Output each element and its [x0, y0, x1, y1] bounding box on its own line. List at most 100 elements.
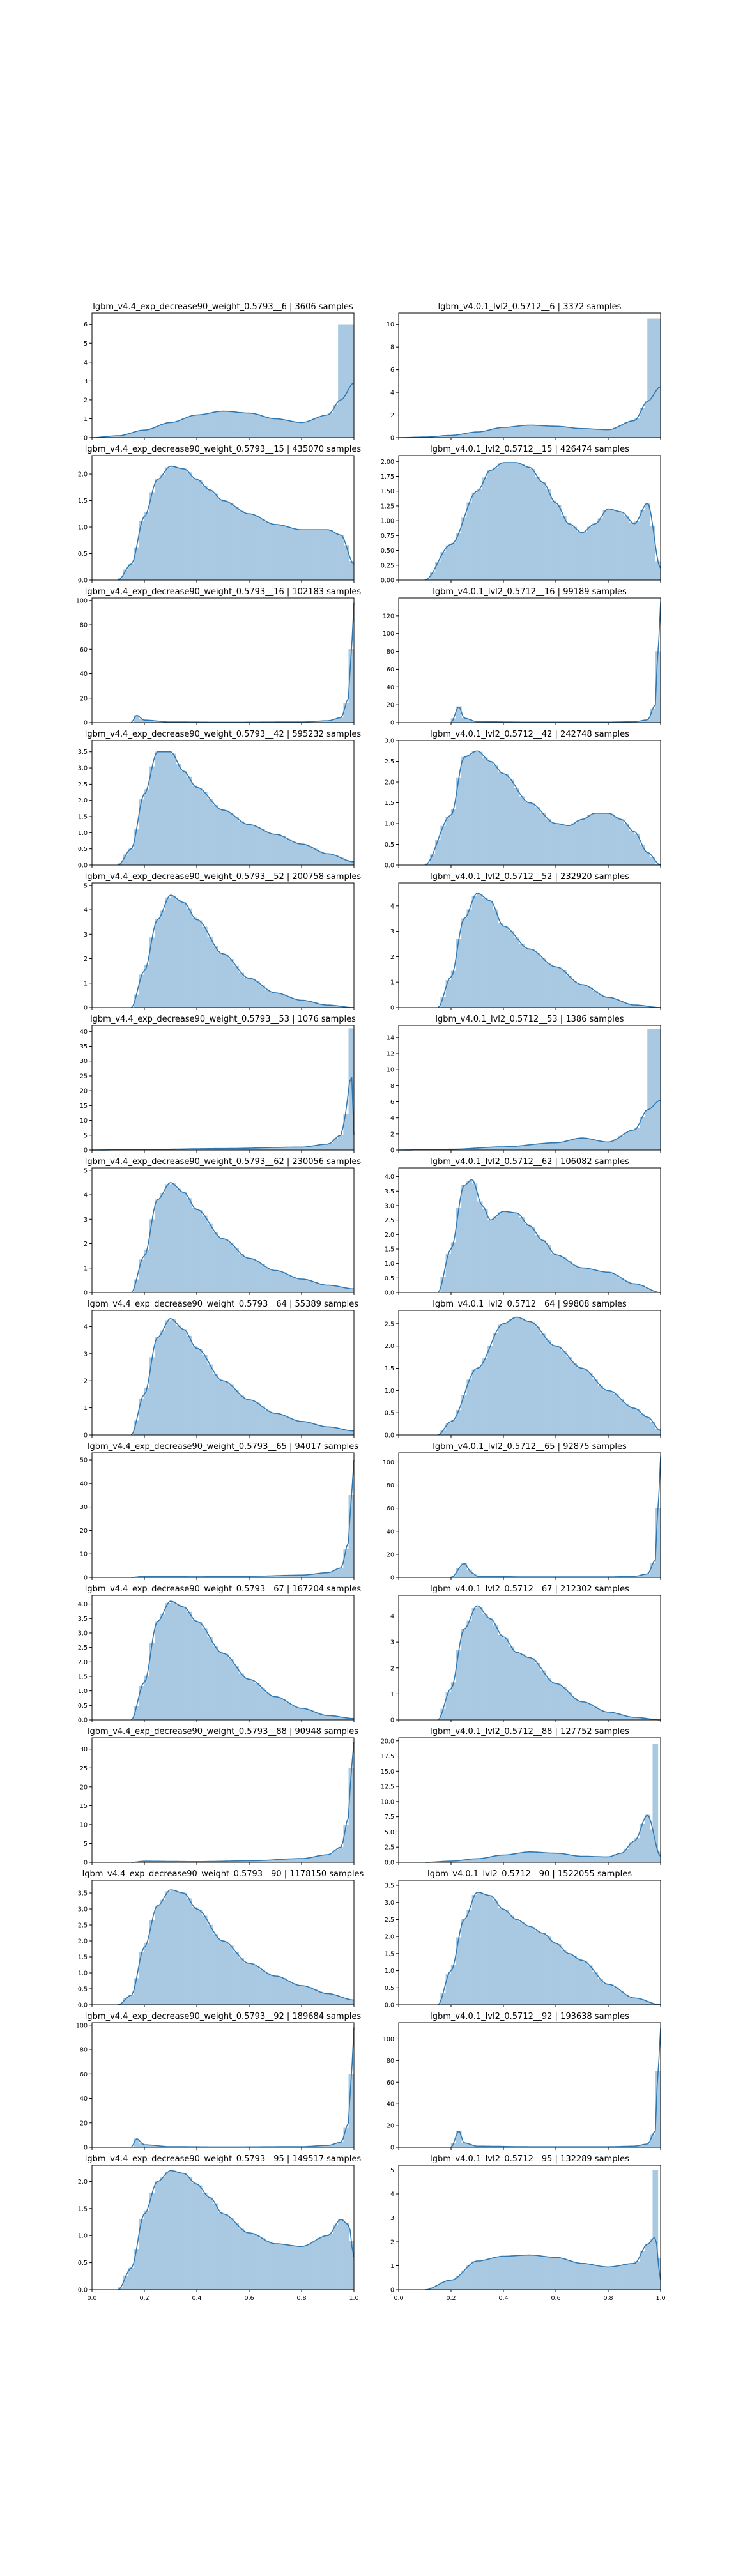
- axes-frame: [91, 312, 355, 438]
- histogram-bar: [586, 1965, 593, 2005]
- y-tick-label: 0.5: [78, 846, 88, 853]
- histogram-bar: [338, 2142, 344, 2148]
- histogram-bar: [243, 1399, 250, 1436]
- histogram-bar: [227, 1243, 234, 1293]
- histogram-bars: [91, 1028, 355, 1151]
- histogram-bar: [529, 1658, 535, 1721]
- histogram-bar: [296, 1421, 302, 1436]
- y-axis: 0 2 4 6 8 10: [387, 321, 399, 442]
- y-tick-label: 0.5: [385, 841, 394, 848]
- histogram-bar: [503, 1638, 509, 1721]
- histogram-bars: [450, 2071, 661, 2148]
- x-axis: [398, 1008, 661, 1010]
- histogram-bar: [175, 420, 181, 438]
- histogram-bar: [280, 1699, 286, 1721]
- subplot-title: lgbm_v4.4_exp_decrease90_weight_0.5793__…: [85, 872, 362, 882]
- histogram-bar: [312, 1423, 318, 1436]
- x-tick-label: 0.4: [498, 2295, 508, 2302]
- y-tick-label: 3: [84, 1216, 88, 1223]
- subplot-title: lgbm_v4.0.1_lvl2_0.5712__62 | 106082 sam…: [430, 1157, 629, 1167]
- histogram-bar: [597, 1979, 604, 2005]
- histogram-bar: [301, 529, 307, 581]
- histogram-bar: [514, 1853, 519, 1863]
- histogram-bar: [181, 1329, 187, 1436]
- histogram-bars: [118, 1890, 355, 2005]
- histogram-bar: [466, 1570, 473, 1578]
- histogram-bar: [534, 1326, 540, 1436]
- histogram-bar: [275, 993, 281, 1008]
- histogram-bar: [487, 470, 493, 581]
- subplot-title: lgbm_v4.0.1_lvl2_0.5712__90 | 1522055 sa…: [427, 1869, 632, 1879]
- histogram-bar: [212, 1232, 218, 1293]
- density-curve: [130, 1182, 355, 1293]
- histogram-bars: [91, 324, 355, 438]
- histogram-bar: [286, 2244, 291, 2290]
- histogram-bar: [503, 774, 509, 866]
- histogram-bar: [519, 1318, 525, 1436]
- histogram-bars: [424, 2170, 661, 2290]
- histogram-bar: [196, 788, 203, 866]
- histogram-bar: [487, 1618, 493, 1721]
- histogram-bar: [629, 1283, 635, 1293]
- histogram-bar: [254, 516, 260, 581]
- histogram-bar: [477, 2260, 483, 2290]
- histogram-bar: [291, 2246, 297, 2290]
- histogram-bar: [429, 572, 436, 581]
- subplot-title: lgbm_v4.0.1_lvl2_0.5712__88 | 127752 sam…: [430, 1727, 629, 1736]
- histogram-bar: [155, 426, 160, 438]
- histogram-bar: [264, 1692, 271, 1721]
- subplot-1: lgbm_v4.4_exp_decrease90_weight_0.5793__…: [84, 302, 355, 442]
- density-curve: [118, 2170, 355, 2290]
- histogram-bar: [275, 1976, 281, 2005]
- y-axis: 0.0 0.5 1.0 1.5 2.0 2.5: [385, 1321, 399, 1439]
- histogram-bar: [348, 1430, 355, 1436]
- histogram-bar: [550, 1682, 556, 1721]
- histogram-bar: [191, 1620, 197, 1721]
- histogram-bar: [207, 2197, 213, 2290]
- histogram-bar: [592, 2265, 598, 2290]
- histogram-bar: [338, 535, 344, 581]
- density-curve: [131, 1459, 355, 1578]
- y-axis: 0.0 2.5 5.0 7.5 10.0 12.5 15.0 17.5 20.0: [381, 1738, 399, 1867]
- histogram-bar: [624, 422, 630, 438]
- histogram-bar: [238, 1254, 245, 1293]
- histogram-bar: [592, 1379, 598, 1436]
- histogram-bar: [586, 2264, 593, 2290]
- histogram-bar: [592, 813, 598, 866]
- y-tick-label: 15: [80, 1103, 88, 1110]
- histogram-bar: [149, 766, 155, 866]
- histogram-bar: [498, 427, 504, 438]
- histogram-bar: [134, 829, 140, 866]
- histogram-bar: [545, 1853, 551, 1863]
- histogram-bar: [301, 1986, 307, 2005]
- histogram-bar: [296, 999, 302, 1008]
- histogram-bar: [165, 2171, 171, 2290]
- histogram-bar: [301, 1000, 307, 1008]
- histogram-bar: [238, 821, 245, 866]
- histogram-bar: [343, 1825, 349, 1863]
- axes-frame: [398, 1880, 661, 2005]
- y-axis: 0 20 40 60 80 100: [383, 2036, 399, 2152]
- subplot-26: lgbm_v4.0.1_lvl2_0.5712__92 | 193638 sam…: [383, 2012, 661, 2152]
- histogram-bar: [128, 2267, 134, 2290]
- histogram-bar: [519, 464, 525, 581]
- histogram-bar: [165, 1184, 171, 1293]
- histogram-bar: [493, 467, 499, 581]
- histogram-bar: [322, 1715, 328, 1721]
- histogram-bar: [301, 2246, 307, 2290]
- histogram-bar: [571, 1855, 578, 1863]
- axes-frame: [91, 1737, 355, 1863]
- histogram-bar: [196, 2185, 203, 2290]
- histogram-bar: [343, 703, 349, 723]
- histogram-bar: [529, 1322, 535, 1436]
- histogram-bar: [186, 1898, 192, 2005]
- histogram-bar: [482, 1209, 488, 1293]
- histogram-bar: [296, 2246, 302, 2290]
- histogram-bar: [291, 421, 297, 438]
- histogram-bar: [445, 545, 452, 581]
- x-tick-label: 0.4: [192, 2295, 201, 2302]
- y-tick-label: 2.0: [385, 779, 394, 786]
- subplot-title: lgbm_v4.4_exp_decrease90_weight_0.5793__…: [82, 1869, 364, 1879]
- histogram-bar: [482, 757, 488, 866]
- histogram-bar: [524, 948, 530, 1008]
